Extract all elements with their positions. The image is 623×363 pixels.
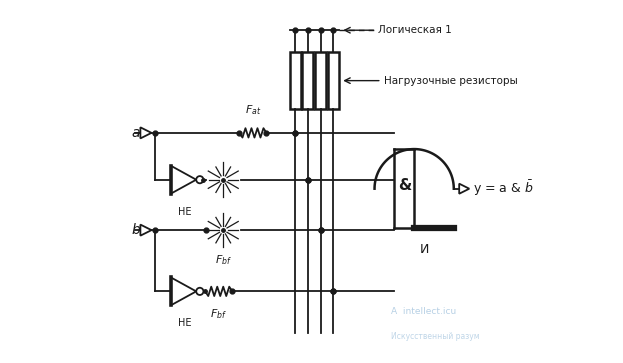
Text: $F_{at}$: $F_{at}$ [245,103,261,117]
Text: Нагрузочные резисторы: Нагрузочные резисторы [384,76,517,86]
Text: Искусственный разум: Искусственный разум [391,332,479,341]
Text: &: & [399,178,412,193]
Text: Логическая 1: Логическая 1 [378,25,452,35]
Bar [290,52,301,110]
Text: НЕ: НЕ [178,207,191,217]
Text: И: И [419,243,429,256]
Bar [303,52,313,110]
Text: a: a [131,126,140,140]
Text: y = a & $\bar{b}$: y = a & $\bar{b}$ [473,179,534,199]
Text: НЕ: НЕ [178,318,191,329]
Text: $F_{bf}$: $F_{bf}$ [210,307,227,321]
Text: $F_{bf}$: $F_{bf}$ [215,253,232,267]
Bar [315,52,326,110]
Bar [328,52,338,110]
Text: b: b [131,223,140,237]
Text: A  intellect.icu: A intellect.icu [391,307,456,316]
